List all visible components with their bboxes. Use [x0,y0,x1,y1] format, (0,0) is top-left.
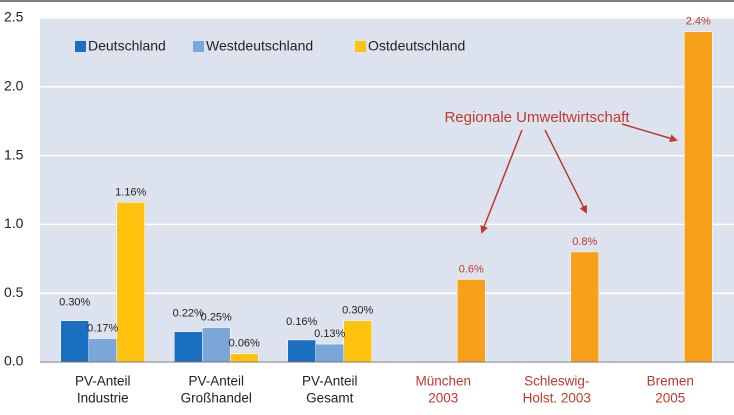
y-tick-label: 0.5 [4,284,24,300]
x-tick-label: Bremen [647,374,694,389]
value-label: 0.30% [342,305,373,317]
value-label: 0.8% [572,236,597,248]
bar [457,279,486,363]
y-tick-label: 1.0 [4,215,24,231]
annotation-arrows [480,123,678,234]
value-label: 0.13% [314,328,345,340]
bar [202,327,231,363]
value-label: 0.17% [87,323,118,335]
legend-label: Ostdeutschland [368,38,465,54]
bar [287,339,316,363]
y-tick-label: 0.0 [4,353,24,369]
legend-swatch [193,41,204,52]
x-tick-label: PV-Anteil [302,374,358,389]
bar [570,251,599,363]
bar [230,353,259,363]
value-label: 0.6% [459,263,484,275]
legend-swatch [355,41,366,52]
x-tick-label: Großhandel [181,391,252,406]
annotation: Regionale Umweltwirtschaft [444,109,630,126]
value-label: 0.16% [286,316,317,328]
x-tick-label: Industrie [77,391,129,406]
legend-swatch [75,41,86,52]
value-label: 0.30% [59,297,90,309]
value-label: 0.06% [229,338,260,350]
x-tick-label: Holst. 2003 [523,391,591,406]
bar [174,331,203,363]
value-label: 0.22% [173,308,204,320]
bar [343,320,372,363]
legend-label: Westdeutschland [206,38,313,54]
x-tick-label: 2005 [655,391,685,406]
value-label: 1.16% [115,186,146,198]
y-tick-label: 2.5 [4,9,24,25]
bar [116,202,145,363]
y-tick-label: 1.5 [4,146,24,162]
bar [60,320,89,363]
x-tick-label: PV-Anteil [75,374,131,389]
bar [88,338,117,363]
x-tick-label: Gesamt [306,391,354,406]
value-label: 2.4% [686,16,711,28]
x-tick-label: Schleswig- [524,374,589,389]
value-label: 0.25% [201,312,232,324]
x-tick-label: 2003 [428,391,458,406]
legend-label: Deutschland [88,38,166,54]
bar [315,343,344,363]
plot-area [40,18,734,362]
bar [684,31,713,363]
y-tick-label: 2.0 [4,78,24,94]
x-tick-label: München [415,374,471,389]
x-tick-label: PV-Anteil [188,374,244,389]
